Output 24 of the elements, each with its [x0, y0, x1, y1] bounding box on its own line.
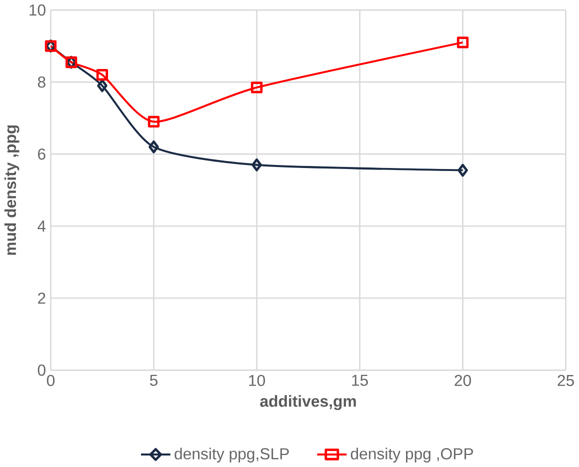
point [250, 82, 263, 94]
point [458, 164, 468, 178]
x-axis-title: additives,gm [260, 395, 356, 410]
x-tick-label: 10 [249, 375, 265, 386]
x-tick-label: 20 [454, 375, 471, 386]
y-tick-label: 4 [38, 220, 46, 232]
y-tick-label: 0 [38, 364, 46, 376]
x-tick-label: 5 [150, 375, 158, 386]
legend-label: density ppg,SLP [174, 448, 289, 463]
point [456, 36, 469, 49]
point [97, 79, 108, 92]
y-axis-title: mud density ,ppg [4, 126, 20, 256]
point [252, 158, 262, 172]
y-tick-label: 6 [38, 148, 46, 160]
x-tick-label: 15 [352, 375, 368, 386]
y-tick-label: 8 [38, 76, 46, 88]
x-tick-label: 0 [46, 375, 55, 386]
y-tick-label: 2 [38, 292, 46, 304]
point [148, 140, 159, 154]
legend-label: density ppg ,OPP [350, 448, 473, 463]
y-tick-label: 10 [30, 4, 46, 16]
x-tick-label: 25 [558, 375, 574, 386]
point [96, 69, 108, 81]
point [148, 116, 160, 128]
